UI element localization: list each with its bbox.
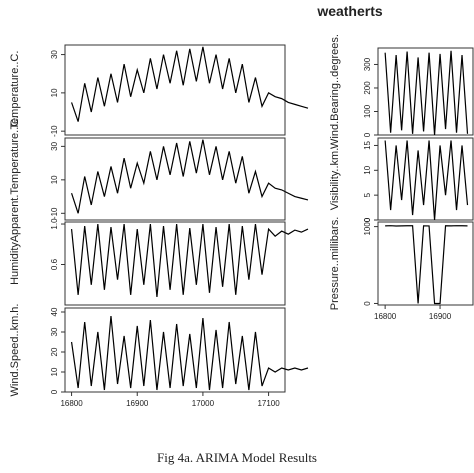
y-axis-label: Wind.Speed..km.h. (9, 304, 21, 397)
y-tick-label: 30 (50, 50, 59, 59)
y-tick-label: 100 (363, 104, 372, 118)
figure-title: weatherts (316, 3, 383, 19)
y-tick-label: 10 (50, 367, 59, 376)
y-tick-label: -10 (50, 125, 59, 137)
panel-frame (377, 137, 474, 221)
panel-frame (64, 307, 286, 393)
series-line (70, 223, 309, 297)
series-line (385, 225, 468, 305)
panel-frame (64, 137, 286, 221)
series-line (70, 46, 309, 122)
y-tick-label: 0 (363, 132, 372, 137)
y-axis-label: Wind.Bearing..degrees. (329, 34, 341, 149)
panel-frame (377, 47, 474, 136)
x-tick-label: 16900 (126, 399, 149, 408)
x-tick-label: 16800 (60, 399, 83, 408)
series-line (70, 139, 309, 214)
y-axis-label: Humidity (9, 242, 21, 285)
y-axis-label: Visibility..km. (329, 148, 341, 211)
series-line (70, 315, 309, 391)
y-tick-label: 0 (363, 217, 372, 222)
y-tick-label: -10 (50, 207, 59, 219)
y-tick-label: 200 (363, 81, 372, 95)
y-tick-label: 1.0 (50, 218, 59, 230)
y-tick-label: 10 (50, 175, 59, 184)
y-tick-label: 40 (50, 307, 59, 316)
y-tick-label: 5 (363, 192, 372, 197)
caption: Fig 4a. ARIMA Model Results (157, 450, 317, 465)
y-tick-label: 0.6 (50, 258, 59, 270)
x-tick-label: 17000 (192, 399, 215, 408)
y-tick-label: 10 (50, 88, 59, 97)
x-tick-label: 17100 (257, 399, 280, 408)
y-tick-label: 0 (50, 389, 59, 394)
y-tick-label: 1000 (363, 217, 372, 235)
y-axis-label: Pressure..millibars. (329, 217, 341, 311)
x-tick-label: 16900 (429, 312, 452, 321)
panel-frame (64, 44, 286, 136)
y-tick-label: 10 (363, 165, 372, 174)
y-tick-label: 0 (363, 301, 372, 306)
y-tick-label: 20 (50, 347, 59, 356)
y-tick-label: 300 (363, 57, 372, 71)
x-tick-label: 16800 (374, 312, 397, 321)
y-axis-label: Apparent.Temperature..C. (9, 116, 21, 243)
y-axis-label: Temperature..C. (9, 51, 21, 130)
series-line (384, 50, 469, 136)
y-tick-label: 15 (363, 140, 372, 149)
series-line (384, 140, 469, 221)
panel-frame (377, 221, 474, 306)
panel-frame (64, 221, 286, 306)
y-tick-label: 30 (50, 141, 59, 150)
y-tick-label: 30 (50, 327, 59, 336)
